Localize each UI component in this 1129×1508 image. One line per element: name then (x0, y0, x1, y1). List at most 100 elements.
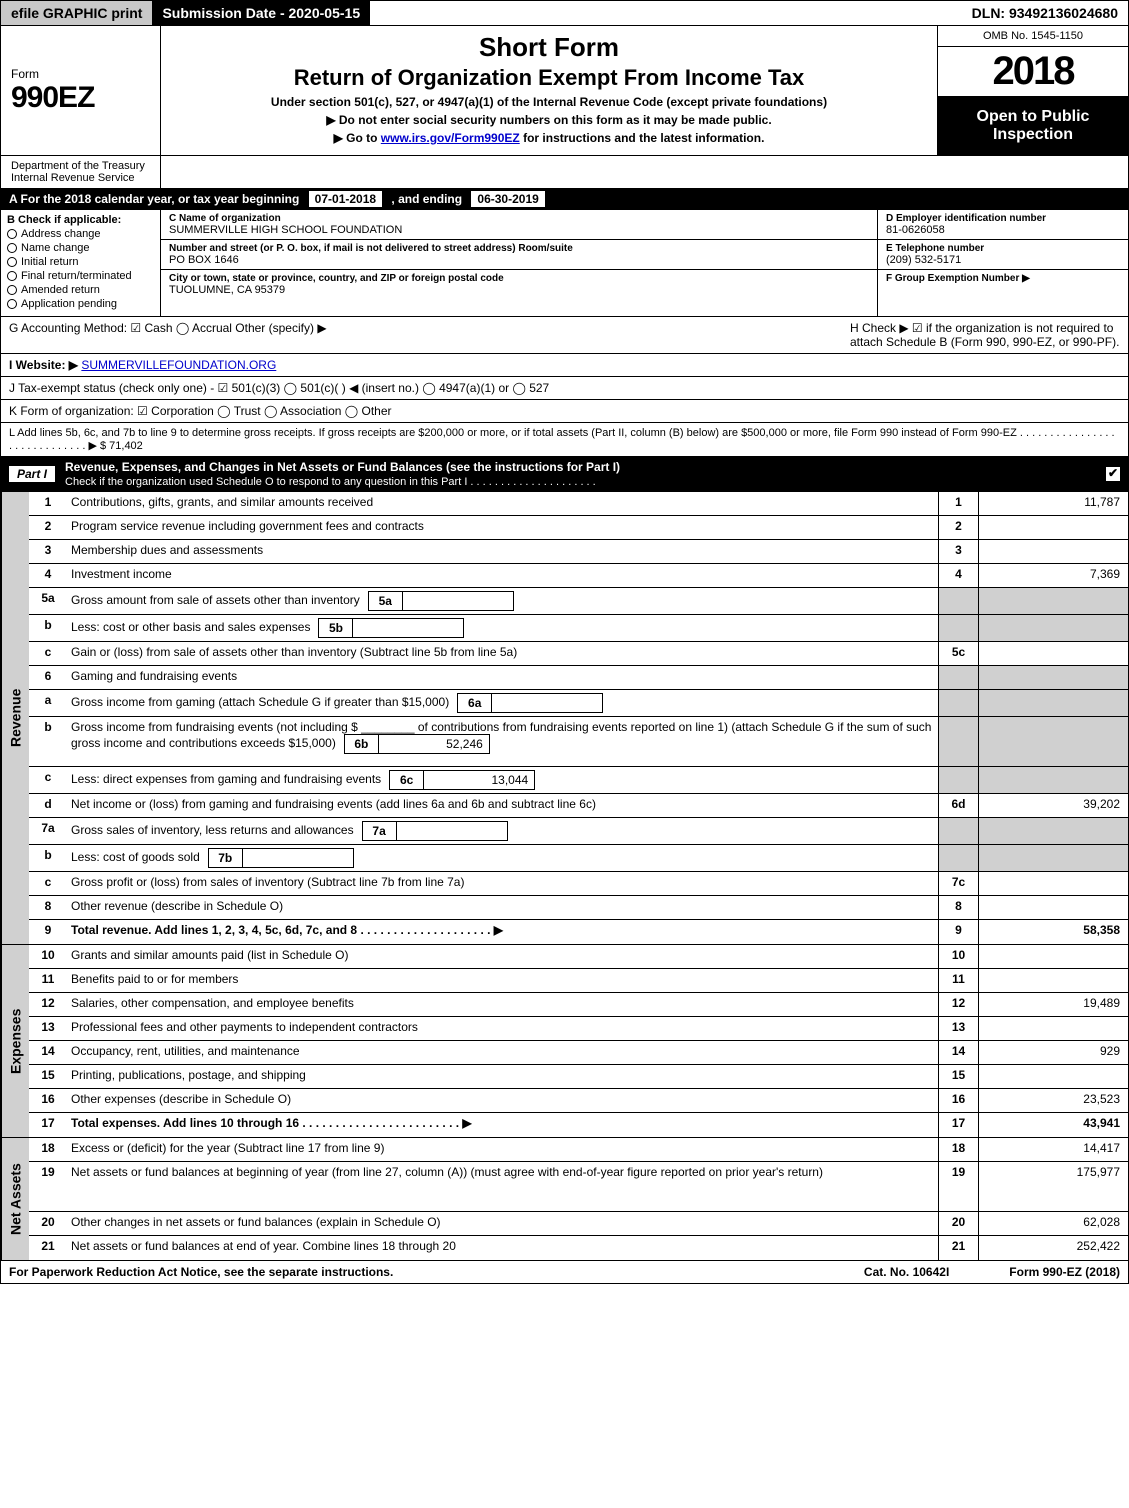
table-row: 10Grants and similar amounts paid (list … (29, 945, 1128, 969)
part-1-title-text: Revenue, Expenses, and Changes in Net As… (65, 460, 620, 474)
row-ref-num: 16 (938, 1089, 978, 1112)
sub-num: 5b (319, 619, 353, 637)
phone-cell: E Telephone number (209) 532-5171 (878, 240, 1128, 270)
radio-icon (7, 257, 17, 267)
row-desc: Net assets or fund balances at end of ye… (67, 1236, 938, 1260)
org-city-label: City or town, state or province, country… (169, 273, 869, 284)
row-number: 7a (29, 818, 67, 844)
org-addr: PO BOX 1646 (169, 254, 869, 266)
row-ref-num (938, 717, 978, 766)
row-number: 21 (29, 1236, 67, 1260)
org-name-label: C Name of organization (169, 213, 869, 224)
row-ref-num: 18 (938, 1138, 978, 1161)
col-d-ids: D Employer identification number 81-0626… (878, 210, 1128, 316)
row-desc: Salaries, other compensation, and employ… (67, 993, 938, 1016)
row-number: c (29, 642, 67, 665)
row-amount (978, 872, 1128, 895)
row-amount (978, 690, 1128, 716)
org-name: SUMMERVILLE HIGH SCHOOL FOUNDATION (169, 224, 869, 236)
col-b-item[interactable]: Final return/terminated (7, 270, 154, 282)
row-number: c (29, 767, 67, 793)
row-amount (978, 1017, 1128, 1040)
table-row: 13Professional fees and other payments t… (29, 1017, 1128, 1041)
row-number: b (29, 717, 67, 766)
row-amount: 7,369 (978, 564, 1128, 587)
table-row: 17Total expenses. Add lines 10 through 1… (29, 1113, 1128, 1137)
form-label: Form (11, 67, 150, 81)
table-row: 8Other revenue (describe in Schedule O)8 (29, 896, 1128, 920)
row-amount (978, 767, 1128, 793)
table-row: 18Excess or (deficit) for the year (Subt… (29, 1138, 1128, 1162)
ein-value: 81-0626058 (886, 224, 1120, 236)
sub-box: 7b (208, 848, 354, 868)
sub-val (397, 822, 507, 840)
col-b-title: B Check if applicable: (7, 214, 154, 226)
row-desc: Investment income (67, 564, 938, 587)
dln: DLN: 93492136024680 (962, 1, 1128, 25)
row-ref-num: 5c (938, 642, 978, 665)
return-title: Return of Organization Exempt From Incom… (177, 65, 921, 91)
dept-line1: Department of the Treasury (11, 160, 150, 172)
table-row: 20Other changes in net assets or fund ba… (29, 1212, 1128, 1236)
phone-label: E Telephone number (886, 243, 1120, 254)
row-desc: Net income or (loss) from gaming and fun… (67, 794, 938, 817)
row-number: d (29, 794, 67, 817)
submission-date: Submission Date - 2020-05-15 (152, 1, 370, 25)
sub-num: 6c (390, 771, 424, 789)
row-amount: 62,028 (978, 1212, 1128, 1235)
row-amount: 43,941 (978, 1113, 1128, 1137)
form-number: 990EZ (11, 81, 150, 115)
row-amount: 929 (978, 1041, 1128, 1064)
col-b-item[interactable]: Name change (7, 242, 154, 254)
org-addr-cell: Number and street (or P. O. box, if mail… (161, 240, 877, 270)
group-label: F Group Exemption Number ▶ (886, 273, 1120, 284)
table-row: bLess: cost of goods sold7b (29, 845, 1128, 872)
row-ref-num: 1 (938, 492, 978, 515)
section-net-assets: Net Assets18Excess or (deficit) for the … (0, 1138, 1129, 1261)
table-row: 5aGross amount from sale of assets other… (29, 588, 1128, 615)
row-amount (978, 588, 1128, 614)
part-1-title: Revenue, Expenses, and Changes in Net As… (65, 460, 1098, 488)
sub-box: 6a (457, 693, 603, 713)
row-ref-num: 13 (938, 1017, 978, 1040)
row-number: 12 (29, 993, 67, 1016)
efile-print[interactable]: efile GRAPHIC print (1, 1, 152, 25)
footer-mid: Cat. No. 10642I (864, 1265, 949, 1279)
sub-box: 5b (318, 618, 464, 638)
col-b-item[interactable]: Amended return (7, 284, 154, 296)
sub-num: 6b (345, 735, 379, 753)
note-goto-suffix: for instructions and the latest informat… (523, 131, 764, 145)
row-number: 18 (29, 1138, 67, 1161)
table-row: cGain or (loss) from sale of assets othe… (29, 642, 1128, 666)
row-a-prefix: A For the 2018 calendar year, or tax yea… (9, 192, 303, 206)
website-link[interactable]: SUMMERVILLEFOUNDATION.ORG (81, 358, 276, 372)
sub-val (353, 619, 463, 637)
row-desc: Gross sales of inventory, less returns a… (67, 818, 938, 844)
part-1-sub: Check if the organization used Schedule … (65, 476, 596, 488)
tax-year-end: 06-30-2019 (471, 191, 544, 207)
row-number: 11 (29, 969, 67, 992)
row-desc: Gross income from fundraising events (no… (67, 717, 938, 766)
line-k: K Form of organization: ☑ Corporation ◯ … (0, 400, 1129, 423)
row-amount: 23,523 (978, 1089, 1128, 1112)
row-desc: Gain or (loss) from sale of assets other… (67, 642, 938, 665)
row-amount (978, 818, 1128, 844)
row-ref-num: 9 (938, 920, 978, 944)
side-label: Revenue (1, 492, 29, 944)
table-row: 2Program service revenue including gover… (29, 516, 1128, 540)
irs-link[interactable]: www.irs.gov/Form990EZ (381, 131, 520, 145)
tax-year: 2018 (938, 47, 1128, 97)
line-i: I Website: ▶ SUMMERVILLEFOUNDATION.ORG (0, 354, 1129, 377)
topbar-spacer (370, 1, 962, 25)
col-b-item[interactable]: Application pending (7, 298, 154, 310)
row-desc: Net assets or fund balances at beginning… (67, 1162, 938, 1211)
info-grid: B Check if applicable: Address change Nam… (0, 210, 1129, 317)
row-desc: Other changes in net assets or fund bala… (67, 1212, 938, 1235)
line-j: J Tax-exempt status (check only one) - ☑… (0, 377, 1129, 400)
row-amount: 19,489 (978, 993, 1128, 1016)
row-desc: Less: cost or other basis and sales expe… (67, 615, 938, 641)
row-ref-num: 3 (938, 540, 978, 563)
col-b-item[interactable]: Initial return (7, 256, 154, 268)
col-b-item[interactable]: Address change (7, 228, 154, 240)
row-ref-num: 2 (938, 516, 978, 539)
